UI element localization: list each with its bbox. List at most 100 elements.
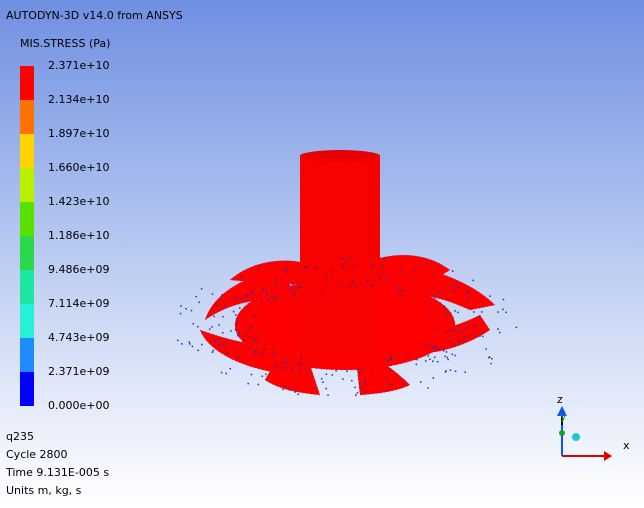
particle	[428, 345, 430, 347]
particle	[224, 305, 226, 307]
legend-label: 1.423e+10	[48, 195, 109, 208]
particle	[319, 289, 321, 291]
particle	[341, 283, 343, 285]
particle	[286, 268, 288, 270]
particle	[221, 372, 223, 374]
viewport: AUTODYN-3D v14.0 from ANSYS MIS.STRESS (…	[0, 0, 644, 504]
footer-line: q235	[6, 430, 34, 443]
particle	[309, 360, 311, 362]
particle	[502, 309, 504, 311]
particle	[180, 305, 182, 307]
particle	[227, 352, 229, 354]
particle	[226, 373, 228, 375]
particle	[189, 343, 191, 345]
particle	[355, 394, 357, 396]
legend-label: 4.743e+09	[48, 331, 109, 344]
particle	[427, 387, 429, 389]
particle	[301, 363, 303, 365]
particle	[439, 291, 441, 293]
particle	[433, 377, 435, 379]
particle	[455, 329, 457, 331]
particle	[332, 374, 334, 376]
particle	[406, 353, 408, 355]
particle	[224, 345, 226, 347]
particle	[499, 332, 501, 334]
particle	[263, 287, 265, 289]
legend-label: 1.897e+10	[48, 127, 109, 140]
particle	[425, 360, 427, 362]
particle	[452, 285, 454, 287]
particle	[192, 346, 194, 348]
particle	[454, 310, 456, 312]
particle	[261, 301, 263, 303]
particle	[359, 372, 361, 374]
particle	[201, 344, 203, 346]
particle	[400, 294, 402, 296]
particle	[474, 335, 476, 337]
particle	[265, 374, 267, 376]
particle	[306, 373, 308, 375]
particle	[346, 261, 348, 263]
particle	[447, 331, 449, 333]
triad-x: x	[623, 439, 630, 452]
particle	[455, 370, 457, 372]
particle	[305, 266, 307, 268]
particle	[273, 297, 275, 299]
particle	[299, 287, 301, 289]
particle	[346, 371, 348, 373]
particle	[251, 374, 253, 376]
particle	[341, 258, 343, 260]
particle	[247, 294, 249, 296]
particle	[237, 333, 239, 335]
particle	[447, 357, 449, 359]
particle	[353, 266, 355, 268]
particle	[294, 294, 296, 296]
legend-swatch	[20, 270, 34, 304]
legend-swatch	[20, 168, 34, 202]
particle	[185, 308, 187, 310]
particle	[258, 384, 260, 386]
particle	[221, 294, 223, 296]
particle	[416, 364, 418, 366]
particle	[286, 367, 288, 369]
particle	[195, 296, 197, 298]
particle	[211, 326, 213, 328]
particle	[235, 297, 237, 299]
particle	[225, 341, 227, 343]
particle	[240, 298, 242, 300]
particle	[213, 316, 215, 318]
particle	[433, 274, 435, 276]
particle	[201, 288, 203, 290]
particle	[258, 312, 260, 314]
particle	[357, 392, 359, 394]
particle	[446, 351, 448, 353]
particle	[439, 265, 441, 267]
particle	[354, 387, 356, 389]
particle	[482, 336, 484, 338]
legend-label: 9.486e+09	[48, 263, 109, 276]
particle	[396, 287, 398, 289]
particle	[322, 381, 324, 383]
particle	[222, 332, 224, 334]
particle	[274, 364, 276, 366]
particle	[454, 355, 456, 357]
legend-label: 2.371e+10	[48, 59, 109, 72]
particle	[213, 350, 215, 352]
particle	[426, 263, 428, 265]
particle	[252, 337, 254, 339]
legend-swatch	[20, 304, 34, 338]
particle	[274, 299, 276, 301]
particle	[363, 383, 365, 385]
particle	[475, 325, 477, 327]
particle	[189, 341, 191, 343]
particle	[254, 315, 256, 317]
particle	[361, 387, 363, 389]
particle	[387, 360, 389, 362]
particle	[263, 289, 265, 291]
particle	[367, 280, 369, 282]
particle	[237, 335, 239, 337]
particle	[254, 339, 256, 341]
particle	[464, 336, 466, 338]
particle	[245, 295, 247, 297]
particle	[221, 300, 223, 302]
